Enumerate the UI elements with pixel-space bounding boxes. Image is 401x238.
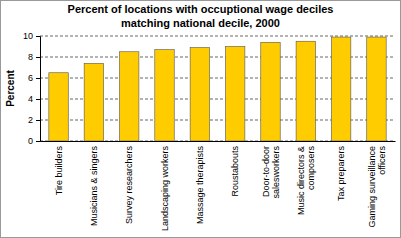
background [1,1,401,238]
y-tick: 6 [28,73,40,83]
x-tick-label: Tax preparers [336,146,346,202]
y-tick-mark [36,36,40,37]
x-tick: Massage therapists [195,141,205,224]
bars [49,37,386,141]
bar [155,50,174,141]
x-tick-label: Gaming surveillanceofficers [367,146,387,228]
x-tick-label: Massage therapists [195,146,205,225]
x-tick-label: Music directors &composers [296,146,316,216]
text-line: composers [306,146,316,191]
y-tick-label: 10 [23,31,33,41]
bar [49,73,68,141]
x-tick: Roustabouts [230,141,240,197]
x-tick-label: Door-to-doorsalesworkers [261,146,281,199]
text-line: Tire builders [54,146,64,196]
x-tick: Tax preparers [336,141,346,201]
plot: 0 2 4 6 8 10 Tire builders Musicians & singers S… [23,31,396,231]
bar [296,41,315,141]
text-line: Landscaping workers [160,146,170,232]
bar [367,37,386,141]
text-line: Musicians & singers [89,146,99,227]
x-tick: Door-to-doorsalesworkers [261,141,281,199]
text-line: salesworkers [271,146,281,199]
y-tick: 0 [28,136,40,146]
x-tick: Musicians & singers [89,141,99,226]
y-axis: 0 2 4 6 8 10 [23,31,41,146]
text-line: Massage therapists [195,146,205,225]
text-line: Roustabouts [230,146,240,197]
y-tick-mark [36,78,40,79]
text-line: officers [377,146,387,175]
text-line: Gaming surveillance [367,146,377,228]
x-tick-label: Musicians & singers [89,146,99,227]
y-tick-mark [36,99,40,100]
chart: Percent of locations with occuptional wa… [0,0,401,238]
y-tick-mark [36,57,40,58]
text-line: Survey researchers [124,146,134,225]
y-tick-label: 4 [28,94,33,104]
text-line: Tax preparers [336,146,346,202]
x-axis: Tire builders Musicians & singers Survey r… [41,141,396,231]
y-tick-label: 2 [28,115,33,125]
x-tick-label: Roustabouts [230,146,240,197]
y-tick: 8 [28,52,40,62]
y-tick: 2 [28,115,40,125]
text-line: Door-to-door [261,146,271,197]
y-tick-label: 8 [28,52,33,62]
y-tick-label: 0 [28,136,33,146]
bar [190,48,209,141]
x-tick: Music directors &composers [296,141,316,215]
x-tick: Gaming surveillanceofficers [367,141,387,228]
text-line: Percent of locations with occuptional wa… [68,3,334,15]
y-axis-title: Percent [5,69,16,106]
bar [84,63,103,141]
bar [225,47,244,142]
y-tick-mark [36,141,40,142]
x-tick-label: Landscaping workers [160,146,170,232]
y-axis-line [36,37,41,142]
bar [119,52,138,141]
bar [261,42,280,141]
y-tick: 4 [28,94,40,104]
grid [40,36,395,141]
y-tick-mark [36,120,40,121]
x-tick: Tire builders [54,141,64,195]
y-tick: 10 [23,31,40,41]
text-line: matching national decile, 2000 [121,17,280,29]
text-line: Music directors & [296,146,306,215]
y-tick-label: 6 [28,73,33,83]
x-axis-line [41,141,396,142]
bar [331,37,350,141]
grid-line [40,36,395,37]
x-tick-label: Tire builders [54,146,64,196]
x-tick: Survey researchers [124,141,134,224]
x-tick: Landscaping workers [160,141,170,231]
title: Percent of locations with occuptional wa… [68,3,334,29]
x-tick-label: Survey researchers [124,146,134,225]
